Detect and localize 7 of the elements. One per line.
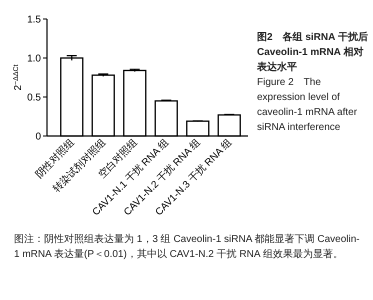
text: 图注：阴性对照组表达量为 1，3 组 Caveolin-1 siRNA 都能显著下调 Caveolin-1 mRNA 表达量(P＜0.01)，其中以 CAV1-N.2 干扰 RNA 组效果最为显著。 xyxy=(14,232,361,262)
y-tick-label: 0 xyxy=(35,132,42,142)
text: Figure 2 The expression level of caveolin-1 mRNA after siRNA interference xyxy=(257,76,358,135)
y-tick-label: 1.0 xyxy=(27,54,42,64)
y-tick-label: 0.5 xyxy=(27,92,42,104)
text: 图2 各组 siRNA 干扰后 Caveolin-1 mRNA 相对表达水平 xyxy=(257,30,369,75)
y-tick-label: 1.5 xyxy=(27,14,42,26)
